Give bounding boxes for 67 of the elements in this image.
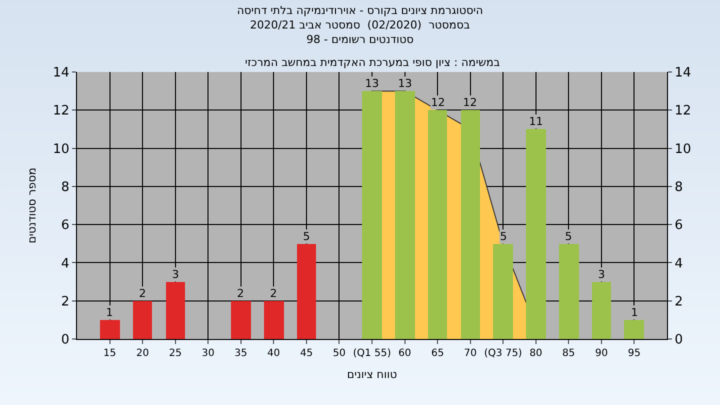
text: במשימה : ציון סופי במערכת האקדמית במחשב המרכזי: [245, 56, 500, 69]
chart-title: היסטוגרמת ציונים בקורס - אוירודינמיקה בלתי דחיסה בסמסטר (02/2020) סמסטר אביב 2020/21 סטודנטים רשומים - 98: [236, 4, 484, 46]
data-label: 13: [365, 77, 379, 90]
x-tick-label: 95: [628, 348, 641, 359]
bar: [100, 320, 120, 339]
y-tick-label: 10: [52, 142, 70, 157]
bar: [166, 282, 185, 339]
y-tick-label: 2: [61, 294, 70, 310]
bar: [264, 301, 284, 339]
x-tick-label: 35: [234, 348, 248, 359]
x-axis-title: טווח ציונים: [347, 368, 397, 382]
y-tick-label: 14: [52, 66, 70, 81]
y2-tick-label: 8: [674, 180, 683, 195]
bar: [624, 320, 644, 339]
x-tick-label: 50: [332, 348, 346, 359]
data-label: 5: [565, 230, 572, 243]
data-label: 3: [172, 268, 179, 281]
y2-tick-label: 2: [674, 294, 683, 310]
data-label: 13: [398, 77, 412, 90]
bar: [297, 244, 316, 339]
y2-tick-label: 0: [674, 332, 683, 348]
bar: [526, 129, 546, 339]
data-label: 5: [500, 230, 507, 243]
y-tick-label: 6: [61, 218, 70, 234]
x-tick-label: (Q3 75): [484, 348, 522, 359]
x-tick-label: 70: [464, 348, 477, 359]
x-tick-label: 25: [168, 348, 182, 359]
x-tick-label: (Q1 55): [353, 348, 392, 359]
bar: [559, 244, 579, 339]
x-tick-label: 80: [530, 348, 542, 359]
y-tick-label: 12: [52, 104, 70, 119]
x-tick-label: 20: [136, 348, 149, 359]
data-label: 3: [598, 268, 605, 281]
data-label: 2: [270, 287, 277, 300]
data-label: 11: [529, 115, 543, 128]
x-tick-label: 15: [103, 348, 116, 359]
y2-tick-label: 12: [674, 104, 692, 119]
x-tick-label: 30: [202, 348, 214, 359]
bar: [133, 301, 152, 339]
x-tick-label: 40: [267, 348, 280, 359]
bar: [461, 110, 480, 339]
data-label: 12: [463, 96, 477, 109]
y2-tick-label: 14: [674, 66, 692, 81]
y2-tick-label: 10: [674, 142, 692, 157]
x-tick-label: 45: [300, 348, 313, 359]
y-axis-title: מספר סטודנטים: [26, 168, 39, 244]
x-tick-label: 85: [562, 348, 576, 359]
y-tick-label: 4: [61, 256, 70, 272]
y-tick-label: 8: [61, 180, 70, 195]
bar: [592, 282, 611, 339]
x-tick-label: 60: [398, 348, 412, 359]
x-tick-label: 65: [431, 348, 444, 359]
y-tick-label: 0: [61, 332, 70, 348]
bar: [395, 91, 415, 339]
y2-tick-label: 6: [674, 218, 683, 234]
y2-tick-label: 4: [674, 256, 683, 272]
data-label: 12: [431, 96, 445, 109]
bar: [428, 110, 447, 339]
data-label: 5: [303, 230, 310, 243]
bar: [493, 244, 513, 339]
data-label: 1: [631, 306, 638, 319]
data-label: 1: [106, 306, 113, 319]
data-label: 2: [237, 287, 244, 300]
data-label: 2: [139, 287, 146, 300]
x-tick-label: 90: [595, 348, 608, 359]
bar: [362, 91, 382, 339]
bar: [231, 301, 251, 339]
